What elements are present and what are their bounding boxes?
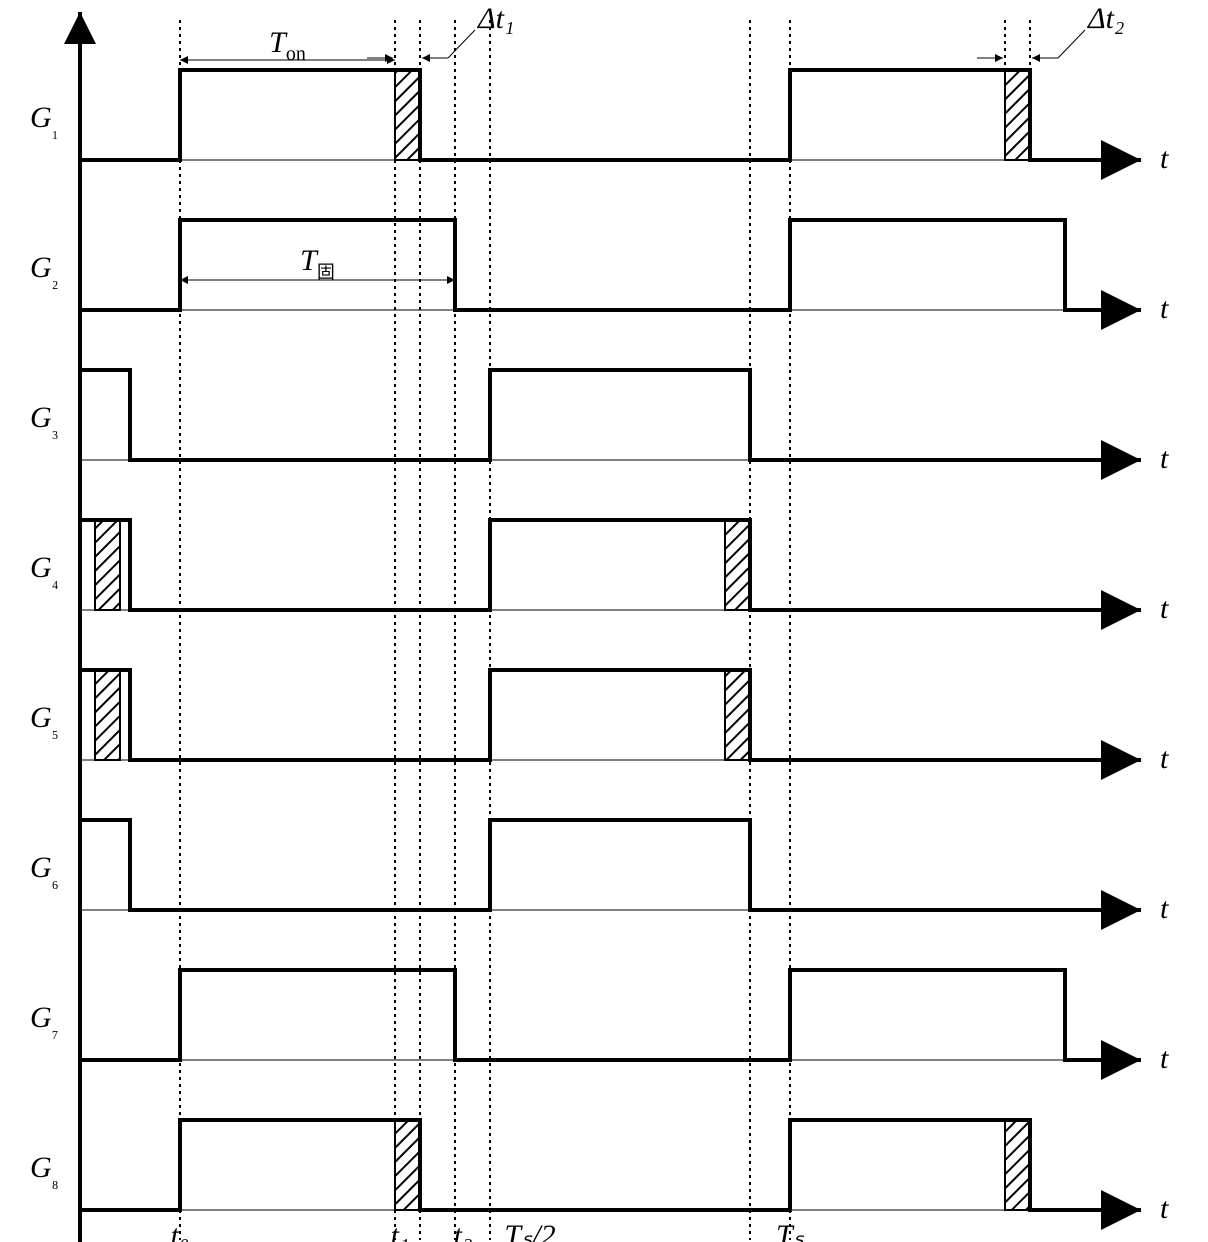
signal-label: G₂ bbox=[30, 251, 59, 290]
signal-G6: G₆ t bbox=[30, 820, 1169, 925]
axis-label-t: t bbox=[1160, 292, 1169, 325]
axis-label-t: t bbox=[1160, 142, 1169, 175]
signal-G7: G₇ t bbox=[30, 970, 1169, 1075]
signal-G2: G₂ t bbox=[30, 220, 1169, 325]
signal-label: G₈ bbox=[30, 1151, 59, 1190]
label-dt1: Δt₁ bbox=[477, 2, 514, 35]
signal-G3: G₃ t bbox=[30, 370, 1169, 475]
signal-label: G₁ bbox=[30, 101, 59, 140]
timing-diagram: G₁ t G₂ t G₃ t G₄ t G₅ t G₆ t G₇ t G₈ t Ton Δt₁ Δt₂ T固 t₀ t₁ t… bbox=[0, 0, 1208, 1242]
label-dt2: Δt₂ bbox=[1087, 2, 1124, 35]
signal-G5: G₅ t bbox=[30, 670, 1169, 775]
axis-label-t: t bbox=[1160, 1042, 1169, 1075]
axis-label-t: t bbox=[1160, 592, 1169, 625]
signal-label: G₇ bbox=[30, 1001, 59, 1040]
signal-label: G₆ bbox=[30, 851, 59, 890]
axis-label-t: t bbox=[1160, 1192, 1169, 1225]
signal-label: G₄ bbox=[30, 551, 59, 590]
tick-t2: t₂ bbox=[454, 1219, 473, 1242]
tick-t1: t₁ bbox=[391, 1219, 410, 1242]
signal-G1: G₁ t bbox=[30, 70, 1169, 175]
tick-t0: t₀ bbox=[171, 1219, 190, 1242]
axis-label-t: t bbox=[1160, 442, 1169, 475]
signal-label: G₅ bbox=[30, 701, 59, 740]
axis-label-t: t bbox=[1160, 742, 1169, 775]
label-Tfixed: T固 bbox=[300, 244, 335, 282]
axis-label-t: t bbox=[1160, 892, 1169, 925]
signal-G8: G₈ t bbox=[30, 1120, 1169, 1225]
tick-Ts2: Tₛ/2 bbox=[504, 1219, 555, 1242]
signal-G4: G₄ t bbox=[30, 520, 1169, 625]
tick-Ts: Tₛ bbox=[776, 1219, 805, 1242]
label-Ton: Ton bbox=[269, 26, 306, 65]
signal-label: G₃ bbox=[30, 401, 59, 440]
